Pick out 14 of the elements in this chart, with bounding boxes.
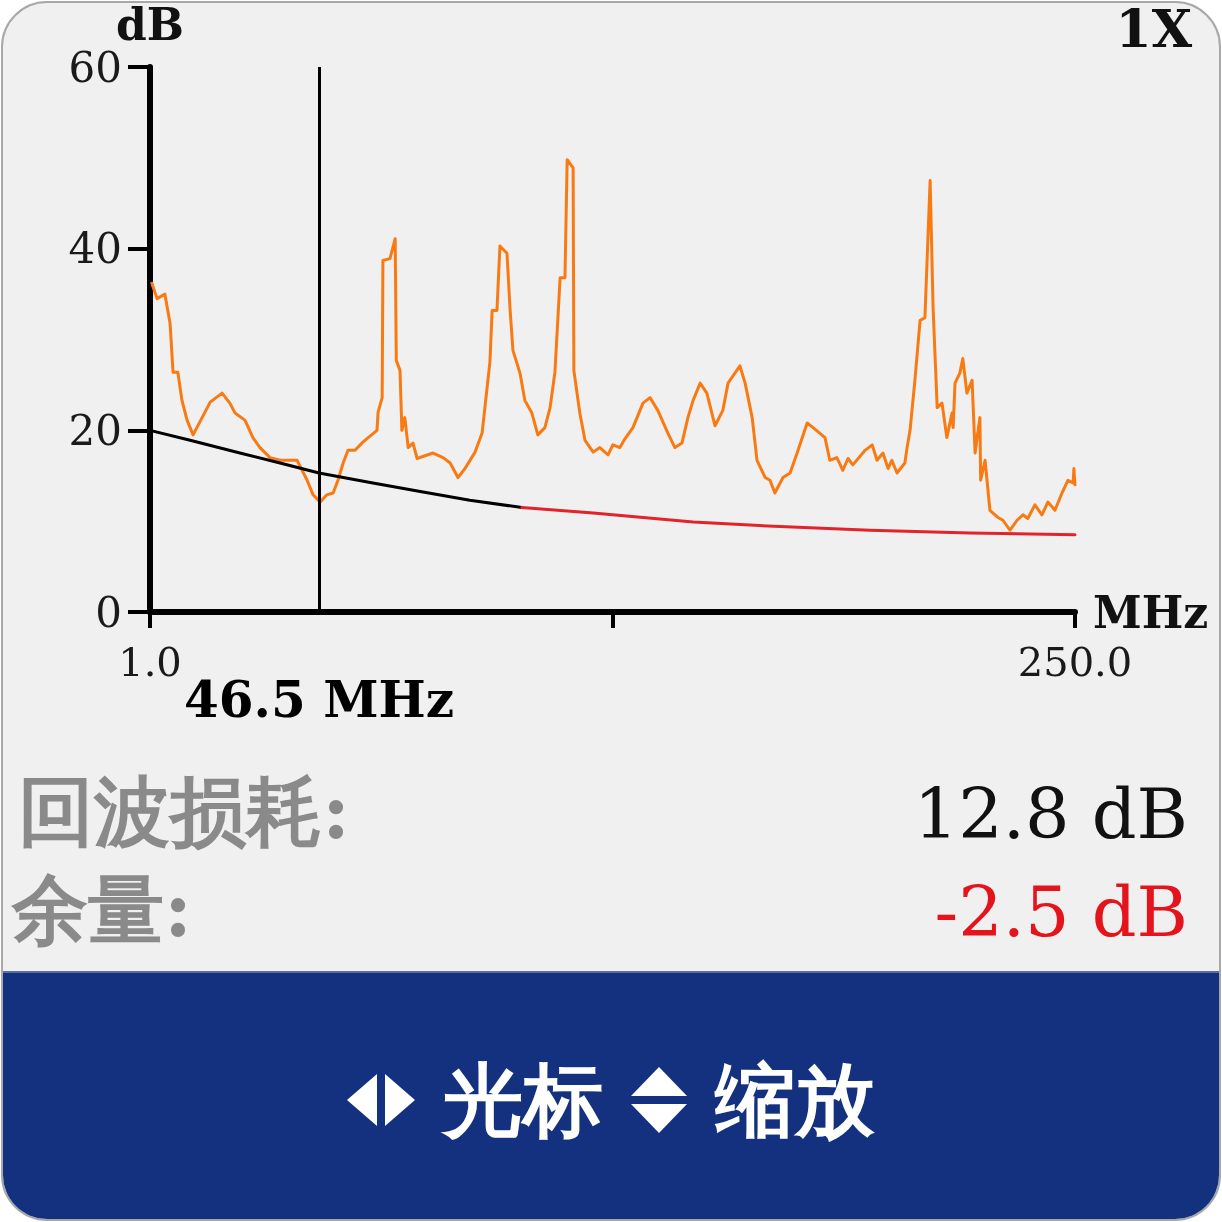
y-tick-label: 0	[95, 587, 122, 637]
x-tick-label: 250.0	[1017, 639, 1133, 685]
text: 缩放	[715, 1053, 875, 1147]
ref-line-label: 46.5 MHz	[183, 669, 455, 729]
x-tick-label: 1.0	[118, 639, 182, 685]
text: 余量:	[12, 865, 193, 954]
text: 回波损耗:	[18, 767, 351, 856]
x-axis-title: MHz	[1093, 586, 1209, 638]
text: 光标	[443, 1053, 603, 1147]
text: 1X	[1115, 0, 1192, 59]
text: 12.8 dB	[913, 773, 1188, 855]
text: -2.5 dB	[934, 871, 1188, 953]
y-tick-label: 20	[68, 405, 122, 455]
y-tick-label: 40	[68, 224, 122, 274]
